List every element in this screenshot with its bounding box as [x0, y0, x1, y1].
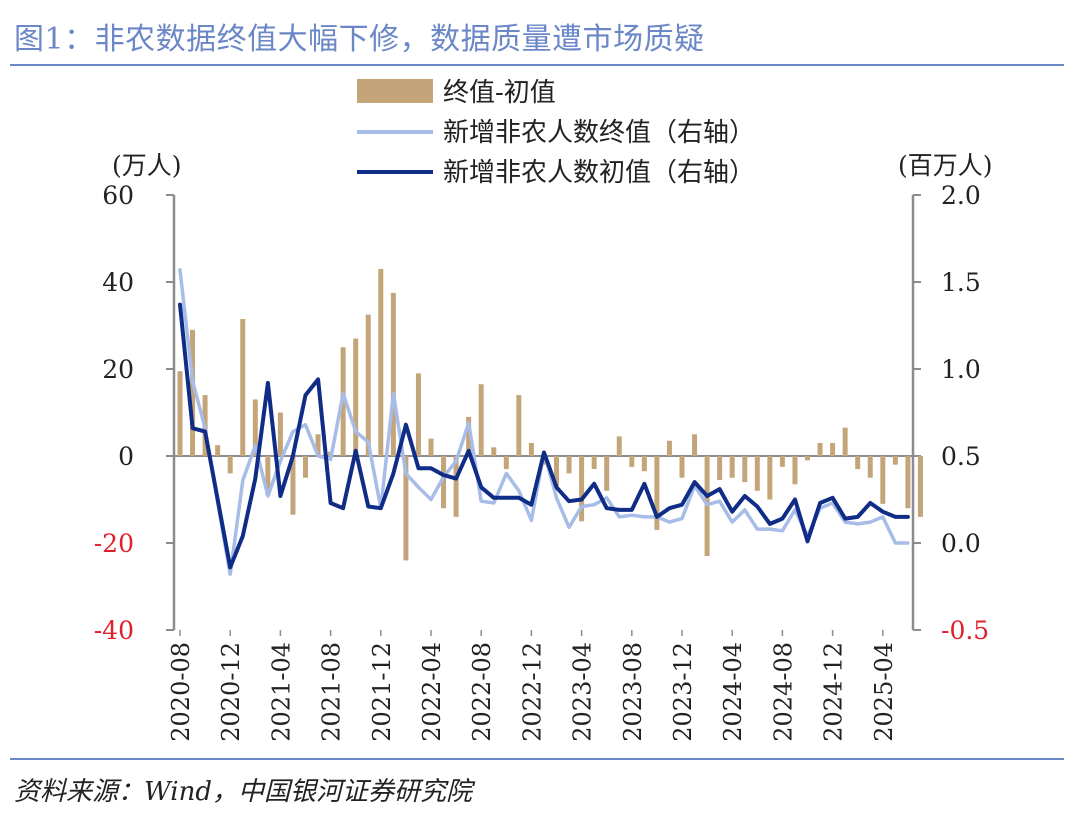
diff-bar [403, 456, 409, 561]
left-tick-label: 40 [102, 268, 134, 297]
diff-bar [478, 384, 484, 456]
diff-bar [353, 338, 359, 456]
left-tick-label: 60 [102, 181, 134, 210]
diff-bar [315, 434, 321, 456]
diff-bar [842, 427, 848, 456]
left-axis-unit: (万人) [112, 151, 182, 180]
x-tick-label: 2020-12 [217, 642, 245, 742]
diff-bar [566, 456, 572, 474]
right-tick-label: -0.5 [941, 616, 989, 645]
diff-bar [227, 456, 233, 474]
right-tick-label: 2.0 [941, 181, 981, 210]
diff-bar [390, 292, 396, 456]
x-tick-label: 2021-04 [267, 642, 295, 742]
x-tick-label: 2024-04 [719, 642, 747, 742]
diff-bar [177, 371, 183, 456]
left-tick-label: -40 [94, 616, 134, 645]
initial-value-line [178, 302, 910, 570]
diff-bar [579, 456, 585, 522]
diff-bar [554, 456, 559, 487]
legend-label-initial: 新增非农人数初值（右轴） [443, 158, 755, 188]
diff-bar [742, 456, 748, 483]
chart-title: 图1：非农数据终值大幅下修，数据质量遭市场质疑 [14, 22, 705, 57]
right-tick-label: 0.5 [941, 442, 981, 471]
x-tick-label: 2022-12 [518, 642, 546, 742]
diff-bar [817, 442, 823, 456]
diff-bar [591, 456, 597, 470]
diff-bar [855, 456, 861, 470]
diff-bar [415, 373, 421, 456]
x-tick-label: 2023-08 [619, 642, 647, 742]
diff-bar [692, 434, 698, 456]
diff-bar [679, 456, 685, 478]
diff-bar [378, 268, 384, 456]
diff-bar [240, 318, 246, 456]
diff-bar [905, 456, 911, 509]
diff-bar [303, 456, 308, 478]
diff-bar [503, 456, 509, 470]
diff-bar [805, 456, 810, 461]
x-tick-label: 2022-08 [468, 642, 496, 742]
diff-bar [528, 442, 534, 456]
diff-bar [754, 456, 760, 491]
diff-bar [729, 456, 735, 478]
right-tick-label: 0.0 [941, 529, 981, 558]
diff-bar [641, 456, 647, 472]
x-tick-label: 2020-08 [167, 642, 195, 742]
x-tick-label: 2023-12 [669, 642, 697, 742]
x-tick-label: 2025-04 [870, 642, 898, 742]
x-tick-label: 2024-12 [820, 642, 848, 742]
diff-bar [867, 456, 873, 478]
diff-bar [491, 447, 497, 456]
diff-bar [830, 442, 836, 456]
diff-bar [892, 456, 898, 465]
diff-bar [428, 438, 434, 456]
left-tick-label: 20 [102, 355, 134, 384]
diff-bar [466, 416, 472, 456]
diff-bar [252, 399, 258, 456]
x-tick-label: 2022-04 [418, 642, 446, 742]
legend-label-diff: 终值-初值 [443, 78, 556, 108]
x-tick-label: 2023-04 [569, 642, 597, 742]
bottom-rule [10, 758, 1064, 760]
diff-bar [616, 436, 622, 456]
left-tick-label: 0 [118, 442, 134, 471]
diff-bar [880, 456, 886, 504]
source-note: 资料来源：Wind，中国银河证券研究院 [14, 777, 472, 807]
diff-bar [629, 456, 635, 467]
x-tick-label: 2024-08 [769, 642, 797, 742]
diff-bar [265, 456, 271, 496]
diff-bar [516, 395, 522, 456]
right-axis-unit: (百万人) [898, 151, 993, 180]
diff-bar [767, 456, 773, 500]
diff-bar [453, 456, 459, 517]
diff-bar [441, 456, 447, 509]
right-tick-label: 1.5 [941, 268, 981, 297]
diff-bar [792, 456, 798, 485]
top-rule [10, 64, 1064, 66]
left-tick-label: -20 [94, 529, 134, 558]
legend-label-final: 新增非农人数终值（右轴） [443, 118, 755, 148]
right-tick-label: 1.0 [941, 355, 981, 384]
diff-bar [717, 456, 723, 480]
diff-bar [917, 456, 923, 517]
diff-bar [779, 456, 785, 467]
diff-bar [654, 456, 660, 530]
diff-bar [277, 412, 283, 456]
final-value-line [178, 268, 910, 577]
diff-bar [365, 314, 371, 456]
legend-swatch-diff [357, 79, 433, 103]
x-tick-label: 2021-12 [368, 642, 396, 742]
diff-bar [290, 456, 296, 515]
diff-bar [604, 456, 610, 491]
diff-bar [190, 329, 196, 456]
diff-bar [666, 440, 672, 456]
diff-bar [215, 445, 221, 456]
x-tick-label: 2021-08 [318, 642, 346, 742]
